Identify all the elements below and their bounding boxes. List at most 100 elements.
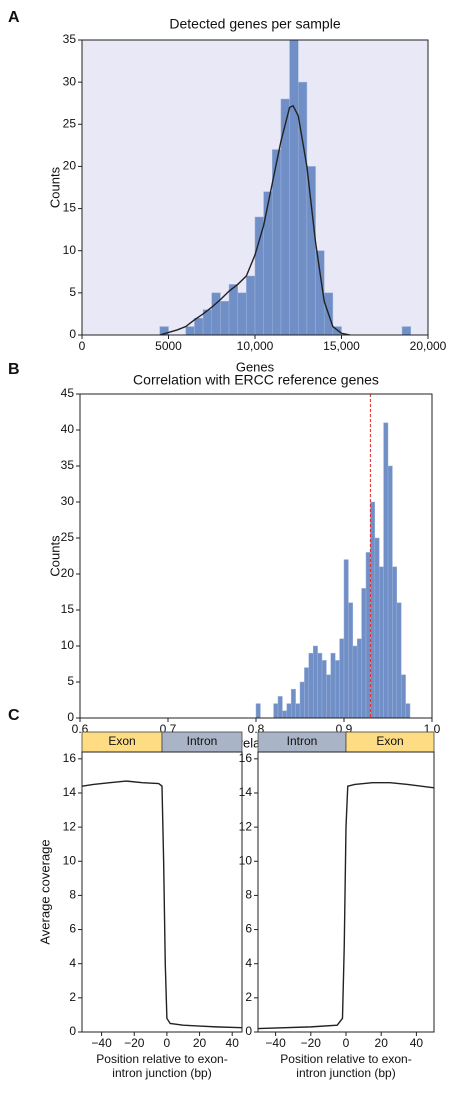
bar	[321, 660, 327, 719]
bar	[304, 667, 310, 719]
y-tick-label: 20	[63, 159, 77, 173]
y-tick-label: 8	[245, 888, 252, 902]
x-axis-label: Position relative to exon-	[96, 1052, 227, 1066]
plot-frame	[79, 393, 433, 719]
x-tick-label: 0	[79, 339, 86, 353]
bar	[370, 501, 376, 719]
y-tick-label: 10	[239, 853, 253, 867]
header-label: Exon	[376, 734, 403, 748]
y-tick-label: 2	[69, 990, 76, 1004]
y-tick-label: 45	[61, 386, 75, 400]
y-tick-label: 0	[69, 327, 76, 341]
density-line	[159, 104, 351, 336]
bar	[255, 703, 261, 719]
bar	[277, 696, 283, 719]
bar	[339, 638, 345, 719]
x-axis-label: intron junction (bp)	[112, 1066, 211, 1080]
y-tick-label: 35	[61, 458, 75, 472]
line	[257, 782, 435, 1030]
y-tick-label: 5	[67, 674, 74, 688]
y-tick-label: 40	[61, 422, 75, 436]
y-tick-label: 10	[63, 853, 77, 867]
y-tick-label: 4	[245, 956, 252, 970]
y-tick-label: 6	[69, 922, 76, 936]
header-label: Exon	[108, 734, 135, 748]
y-tick-label: 16	[239, 751, 253, 765]
x-axis-label: Genes	[236, 359, 275, 374]
bar	[378, 566, 384, 719]
plot-frame	[81, 751, 243, 1033]
x-tick-label: 20	[375, 1036, 389, 1050]
y-tick-label: 8	[69, 888, 76, 902]
bar	[343, 559, 349, 719]
x-axis-label: Position relative to exon-	[280, 1052, 411, 1066]
bar	[254, 216, 264, 336]
plot-frame	[81, 39, 429, 336]
y-axis-label: Counts	[47, 166, 62, 208]
bar	[374, 537, 380, 719]
bar	[330, 652, 336, 719]
y-tick-label: 6	[245, 922, 252, 936]
x-tick-label: 40	[226, 1036, 240, 1050]
y-tick-label: 10	[61, 638, 75, 652]
y-tick-label: 25	[63, 116, 77, 130]
x-tick-label: 10,000	[237, 339, 274, 353]
bar	[290, 688, 296, 719]
bar	[299, 681, 305, 719]
bar	[211, 292, 221, 336]
bar	[356, 638, 362, 719]
x-tick-label: −40	[91, 1036, 112, 1050]
bar	[220, 301, 230, 336]
x-tick-label: 15,000	[323, 339, 360, 353]
y-tick-label: 16	[63, 751, 77, 765]
y-tick-label: 10	[63, 243, 77, 257]
bar	[308, 652, 314, 719]
x-tick-label: 40	[410, 1036, 424, 1050]
bar	[361, 588, 367, 719]
bar	[401, 326, 411, 336]
bar	[246, 275, 256, 336]
bar	[237, 292, 247, 336]
plot-area	[258, 752, 434, 1032]
bar	[289, 39, 299, 336]
x-tick-label: 20	[193, 1036, 207, 1050]
chart-title: Detected genes per sample	[169, 16, 340, 32]
bar	[392, 566, 398, 719]
y-tick-label: 2	[245, 990, 252, 1004]
y-tick-label: 12	[239, 819, 253, 833]
chart-title: Correlation with ERCC reference genes	[133, 372, 379, 388]
bar	[286, 703, 292, 719]
bar	[387, 465, 393, 719]
x-tick-label: 0	[343, 1036, 350, 1050]
plot-frame	[257, 751, 435, 1033]
panel-label: B	[8, 361, 20, 378]
bar	[317, 652, 323, 719]
panel-label: C	[8, 707, 20, 724]
bar	[352, 645, 358, 719]
x-tick-label: 0	[164, 1036, 171, 1050]
y-tick-label: 14	[239, 785, 253, 799]
y-tick-label: 20	[61, 566, 75, 580]
y-tick-label: 14	[63, 785, 77, 799]
bar	[405, 703, 411, 719]
y-axis-label: Average coverage	[37, 839, 52, 944]
y-tick-label: 15	[63, 201, 77, 215]
bar	[334, 660, 340, 719]
y-tick-label: 12	[63, 819, 77, 833]
header-label: Intron	[187, 734, 218, 748]
bar	[263, 191, 273, 336]
header-label: Intron	[287, 734, 318, 748]
y-tick-label: 4	[69, 956, 76, 970]
y-tick-label: 0	[245, 1024, 252, 1038]
x-tick-label: 20,000	[410, 339, 447, 353]
y-tick-label: 30	[61, 494, 75, 508]
y-tick-label: 15	[61, 602, 75, 616]
bar	[326, 674, 332, 719]
bar	[194, 317, 204, 336]
bar	[383, 422, 389, 719]
y-tick-label: 0	[69, 1024, 76, 1038]
y-tick-label: 5	[69, 285, 76, 299]
bar	[282, 710, 288, 719]
x-tick-label: −20	[124, 1036, 145, 1050]
